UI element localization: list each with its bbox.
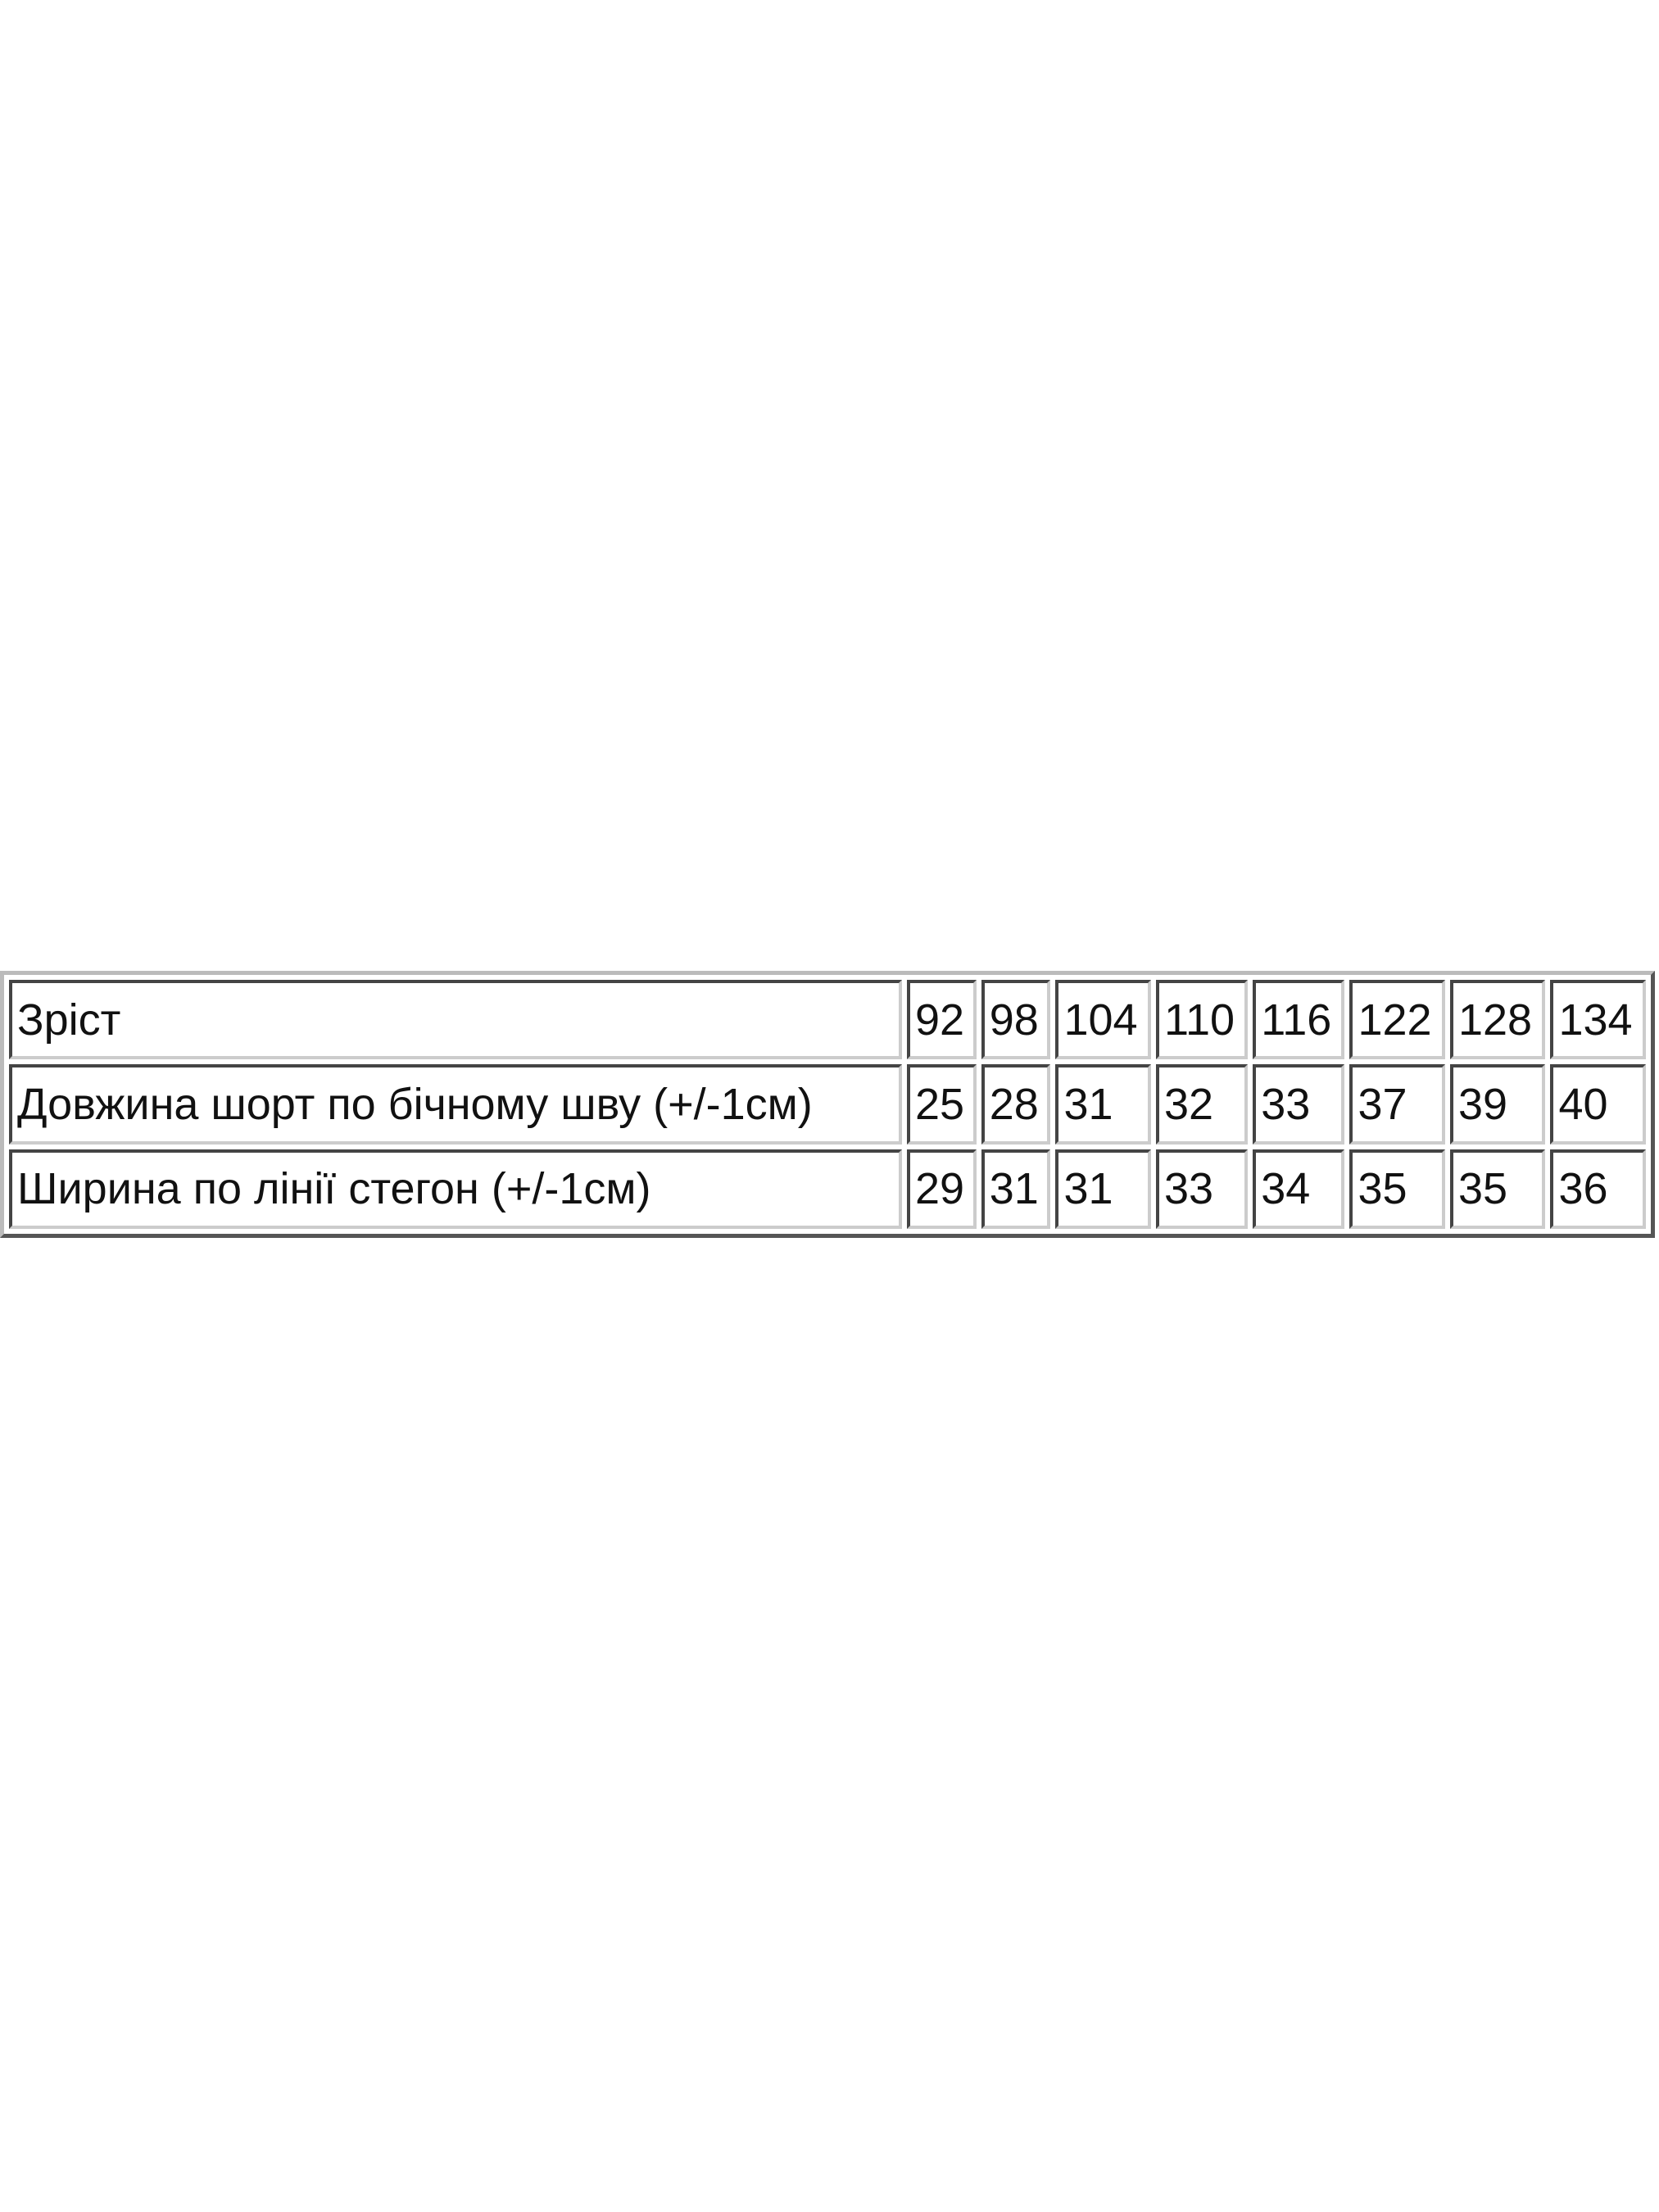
row-label: Довжина шорт по бічному шву (+/-1см) xyxy=(9,1064,902,1145)
table-cell: 25 xyxy=(907,1064,977,1145)
table-cell: 32 xyxy=(1155,1064,1249,1145)
table-cell: 31 xyxy=(981,1149,1051,1229)
table-cell: 34 xyxy=(1253,1149,1345,1229)
row-shorts-length: Довжина шорт по бічному шву (+/-1см) 25 28… xyxy=(9,1064,1646,1145)
row-height: Зріст 92 98 104 110 116 122 128 134 xyxy=(9,980,1646,1060)
table-cell: 39 xyxy=(1449,1064,1546,1145)
table-cell: 134 xyxy=(1550,980,1646,1060)
table-cell: 36 xyxy=(1550,1149,1646,1229)
table-cell: 128 xyxy=(1449,980,1546,1060)
table-cell: 37 xyxy=(1349,1064,1445,1145)
table-cell: 29 xyxy=(907,1149,977,1229)
table-cell: 28 xyxy=(981,1064,1051,1145)
table-cell: 35 xyxy=(1449,1149,1546,1229)
table-cell: 92 xyxy=(907,980,977,1060)
row-label: Зріст xyxy=(9,980,902,1060)
table-cell: 116 xyxy=(1253,980,1345,1060)
row-label: Ширина по лінії стегон (+/-1см) xyxy=(9,1149,902,1229)
table-cell: 122 xyxy=(1349,980,1445,1060)
table-cell: 40 xyxy=(1550,1064,1646,1145)
row-hip-width: Ширина по лінії стегон (+/-1см) 29 31 31 33 3… xyxy=(9,1149,1646,1229)
table-cell: 98 xyxy=(981,980,1051,1060)
table-cell: 104 xyxy=(1055,980,1151,1060)
size-table: Зріст 92 98 104 110 116 122 128 134 Довжина шорт … xyxy=(0,971,1655,1238)
table-cell: 33 xyxy=(1155,1149,1249,1229)
table-cell: 31 xyxy=(1055,1149,1151,1229)
table-cell: 33 xyxy=(1253,1064,1345,1145)
table-cell: 31 xyxy=(1055,1064,1151,1145)
table-cell: 35 xyxy=(1349,1149,1445,1229)
table-cell: 110 xyxy=(1155,980,1249,1060)
